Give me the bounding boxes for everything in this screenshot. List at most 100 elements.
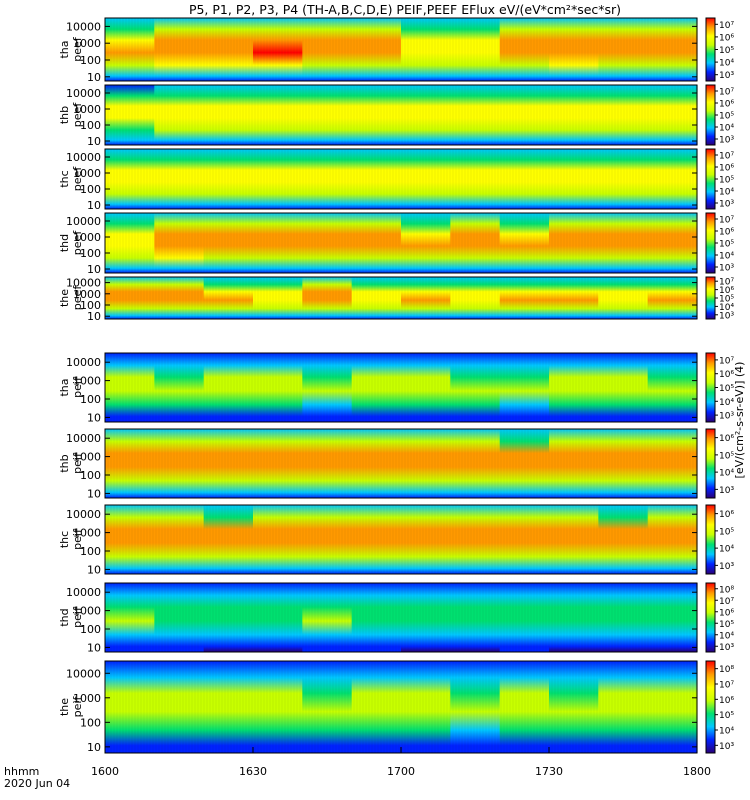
spectrogram-column: [253, 583, 303, 652]
spectrogram-column: [499, 149, 550, 209]
colorbar: [705, 352, 716, 423]
panel-label-product: peif: [71, 452, 84, 474]
spectrogram-column: [598, 583, 649, 652]
panel-label-probe: thd: [58, 234, 71, 252]
y-tick-label: 10000: [66, 356, 101, 369]
spectrogram-column: [351, 149, 402, 209]
panel-label-probe: thc: [58, 170, 71, 187]
panel-label-probe: the: [58, 289, 71, 307]
y-tick-label: 10: [87, 487, 101, 500]
spectrogram-column: [253, 213, 303, 273]
panel-tha-peef: 10 100 1000 10000 tha peef 10³ 10⁴ 10⁵ 10⁶ 10⁷: [58, 17, 734, 84]
spectrogram-column: [105, 18, 155, 81]
y-tick-label: 100: [80, 183, 101, 196]
y-tick-label: 10: [87, 741, 101, 754]
y-tick-label: 1000: [73, 605, 101, 618]
spectrogram-column: [598, 213, 649, 273]
panel-thb-peef: 10 100 1000 10000 thb peef 10³ 10⁴ 10⁵ 10⁶ 10⁷: [58, 84, 734, 148]
spectrogram-column: [302, 213, 353, 273]
y-tick-label: 1000: [73, 37, 101, 50]
colorbar-tick-label: 10³: [719, 200, 734, 210]
panel-label-probe: tha: [58, 40, 71, 58]
y-tick-label: 10000: [66, 586, 101, 599]
panel-thb-peif: 10 100 1000 10000 thb peif 10³ 10⁴ 10⁵ 10⁶: [58, 428, 734, 500]
spectrogram-column: [105, 353, 155, 422]
panel-thc-peef: 10 100 1000 10000 thc peef 10³ 10⁴ 10⁵ 10⁶ 10⁷: [58, 148, 734, 212]
panel-label-product: peif: [71, 528, 84, 550]
spectrogram-column: [499, 583, 550, 652]
colorbar-tick-label: 10⁶: [719, 434, 734, 444]
colorbar-tick-label: 10⁵: [719, 295, 734, 305]
y-tick-label: 10000: [66, 432, 101, 445]
spectrogram-column: [401, 213, 451, 273]
spectrogram-column: [154, 505, 205, 574]
spectrogram-column: [647, 583, 698, 652]
panel-label-probe: thb: [58, 454, 71, 472]
colorbar-tick-label: 10⁵: [719, 46, 734, 56]
spectrogram-column: [203, 505, 254, 574]
colorbar: [705, 148, 716, 210]
spectrogram-column: [549, 583, 599, 652]
spectrogram-column: [253, 505, 303, 574]
colorbar-tick-label: 10⁷: [719, 278, 734, 288]
colorbar-tick-label: 10⁴: [719, 252, 734, 262]
spectrogram-column: [549, 213, 599, 273]
spectrogram-column: [302, 661, 353, 753]
spectrogram-column: [253, 85, 303, 145]
spectrogram-column: [351, 353, 402, 422]
spectrogram-column: [302, 277, 353, 319]
colorbar-tick-label: 10⁴: [719, 469, 734, 479]
colorbar: [705, 504, 716, 575]
spectrogram-column: [549, 661, 599, 753]
colorbar: [705, 428, 716, 499]
y-tick-label: 10: [87, 71, 101, 84]
spectrogram-column: [647, 661, 698, 753]
spectrogram-column: [203, 213, 254, 273]
colorbar-tick-label: 10⁷: [719, 152, 734, 162]
y-tick-label: 100: [80, 393, 101, 406]
spectrogram-column: [253, 277, 303, 319]
spectrogram-column: [549, 85, 599, 145]
spectrogram-column: [154, 149, 205, 209]
date-label: 2020 Jun 04: [4, 777, 70, 790]
spectrogram-column: [154, 18, 205, 81]
panel-label-product: peif: [71, 606, 84, 628]
spectrogram-column: [302, 505, 353, 574]
colorbar-tick-label: 10⁵: [719, 711, 734, 721]
panel-thc-peif: 10 100 1000 10000 thc peif 10³ 10⁴ 10⁵ 10⁶: [58, 504, 734, 576]
spectrogram-column: [647, 213, 698, 273]
spectrogram-column: [154, 353, 205, 422]
spectrogram-column: [351, 213, 402, 273]
spectrogram-column: [647, 353, 698, 422]
spectrogram-column: [203, 85, 254, 145]
spectrogram-column: [351, 18, 402, 81]
spectrogram-column: [549, 505, 599, 574]
spectrogram-column: [253, 353, 303, 422]
colorbar-tick-label: 10⁶: [719, 228, 734, 238]
colorbar-tick-label: 10⁵: [719, 240, 734, 250]
y-tick-label: 100: [80, 54, 101, 67]
colorbar: [705, 660, 716, 754]
panel-frame: [104, 148, 698, 210]
y-tick-label: 10: [87, 135, 101, 148]
x-tick-label: 1730: [535, 765, 563, 778]
spectrogram-column: [499, 85, 550, 145]
y-tick-label: 1000: [73, 375, 101, 388]
spectrogram-column: [499, 213, 550, 273]
spectrogram-column: [105, 661, 155, 753]
y-tick-label: 1000: [73, 231, 101, 244]
spectrogram-column: [450, 277, 501, 319]
y-tick-label: 100: [80, 545, 101, 558]
y-tick-label: 1000: [73, 527, 101, 540]
colorbar-tick-label: 10⁶: [719, 370, 734, 380]
spectrogram-column: [450, 661, 501, 753]
y-tick-label: 10: [87, 263, 101, 276]
y-tick-label: 10: [87, 310, 101, 323]
colorbar-tick-label: 10⁶: [719, 696, 734, 706]
y-tick-label: 1000: [73, 167, 101, 180]
spectrogram-column: [647, 277, 698, 319]
spectrogram-column: [253, 661, 303, 753]
spectrogram-column: [549, 149, 599, 209]
